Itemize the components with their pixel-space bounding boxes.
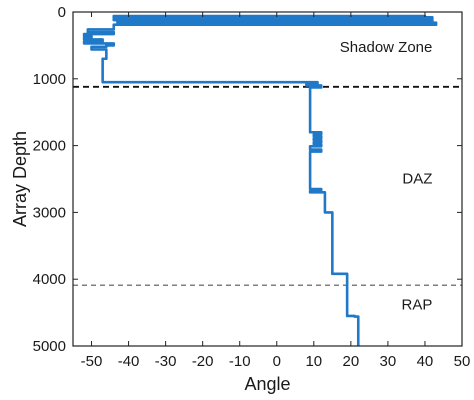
x-tick-label: 20 — [343, 353, 360, 370]
x-tick-label: -20 — [192, 353, 214, 370]
y-tick-label: 2000 — [33, 138, 66, 155]
y-tick-label: 0 — [58, 4, 66, 21]
region-label: DAZ — [402, 171, 432, 188]
plot-frame — [72, 11, 463, 347]
x-tick-label: -10 — [229, 353, 251, 370]
x-tick-label: -40 — [118, 353, 140, 370]
y-tick-label: 3000 — [33, 204, 66, 221]
region-label: Shadow Zone — [340, 39, 433, 56]
x-tick-label: 50 — [454, 353, 471, 370]
reference-lines — [73, 85, 462, 286]
annotations: Shadow Zone DAZ RAP — [340, 39, 433, 313]
y-tick-label: 5000 — [33, 338, 66, 355]
x-tick-label: -30 — [155, 353, 177, 370]
y-tick-label: 1000 — [33, 71, 66, 88]
tick-marks — [73, 11, 463, 347]
axes — [72, 11, 463, 347]
y-axis-title: Array Depth — [10, 131, 30, 227]
tick-labels: -50 -40 -30 -20 -10 0 10 20 30 40 50 0 1000 2000 3000 4… — [33, 4, 471, 370]
x-tick-label: 10 — [305, 353, 322, 370]
x-tick-label: 30 — [380, 353, 397, 370]
x-axis-title: Angle — [244, 374, 290, 394]
region-label: RAP — [402, 296, 433, 313]
series-layer — [82, 14, 438, 346]
x-tick-label: -50 — [81, 353, 103, 370]
x-tick-label: 0 — [273, 353, 281, 370]
y-tick-label: 4000 — [33, 271, 66, 288]
x-tick-label: 40 — [417, 353, 434, 370]
series-line-1 — [82, 14, 438, 346]
